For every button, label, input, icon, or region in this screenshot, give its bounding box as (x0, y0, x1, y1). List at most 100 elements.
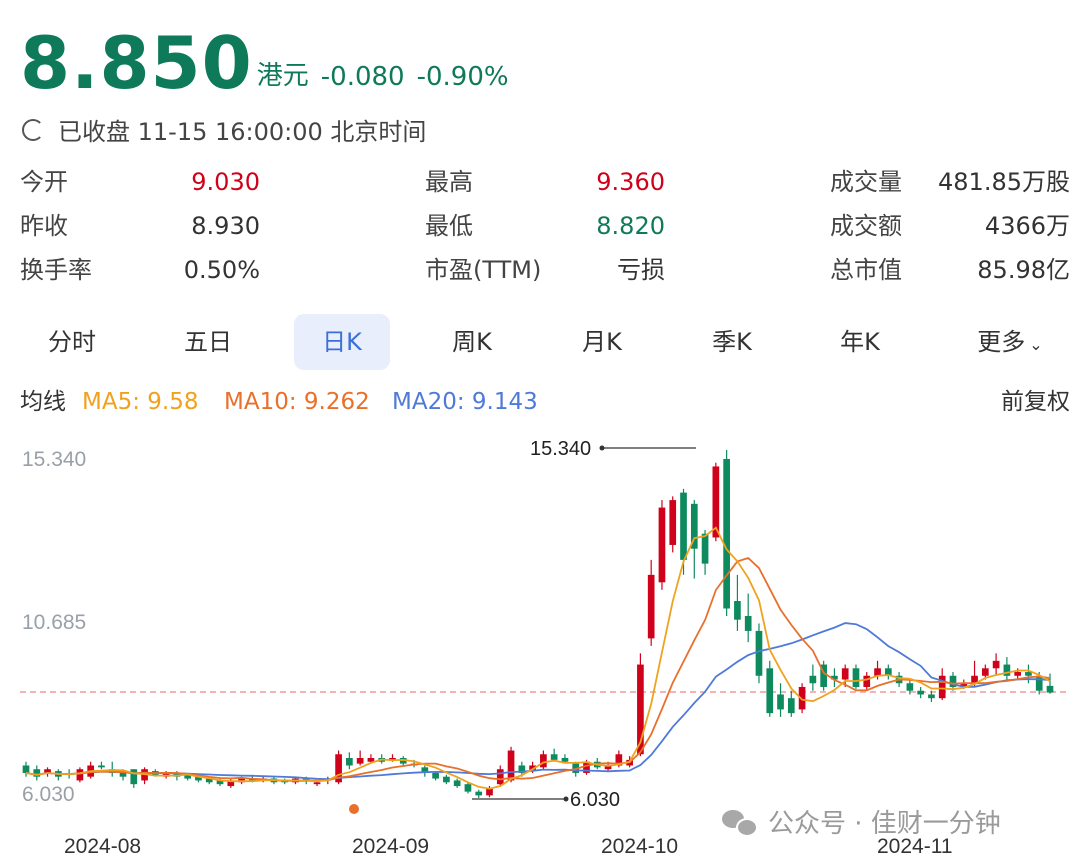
candle-body[interactable] (928, 694, 935, 699)
ma-lines (25, 526, 1051, 790)
candle-body[interactable] (658, 507, 666, 583)
refresh-icon[interactable] (22, 118, 44, 141)
candle-body[interactable] (787, 698, 795, 714)
candle-body[interactable] (690, 503, 698, 549)
tab-monthly-k[interactable]: 月K (582, 328, 622, 356)
price-change-pct: -0.90% (416, 62, 509, 92)
candle-body[interactable] (486, 787, 493, 796)
candle-body[interactable] (119, 772, 127, 777)
candle-body[interactable] (1046, 685, 1054, 693)
candle-body[interactable] (798, 686, 806, 710)
candle-body[interactable] (518, 765, 526, 773)
candle-body[interactable] (346, 758, 353, 766)
candle-body[interactable] (723, 458, 730, 609)
adjust-mode[interactable]: 前复权 (1001, 389, 1070, 415)
candle-body[interactable] (421, 767, 429, 773)
candle-body[interactable] (302, 778, 310, 781)
candle-body[interactable] (874, 668, 881, 676)
candle-body[interactable] (216, 780, 224, 785)
max-label: 15.340 (530, 438, 591, 460)
candle-body[interactable] (831, 675, 838, 680)
candle-body[interactable] (475, 791, 483, 796)
candle-body[interactable] (680, 492, 687, 560)
candle-body[interactable] (766, 668, 774, 714)
candle-body[interactable] (195, 776, 202, 781)
candle-body[interactable] (453, 780, 461, 787)
candle-body[interactable] (443, 776, 450, 783)
tab-more-label: 更多 (977, 328, 1026, 356)
candle-body[interactable] (1003, 664, 1011, 676)
tab-weekly-k[interactable]: 周K (452, 328, 492, 356)
ma-legend: 均线 MA5: 9.58 MA10: 9.262 MA20: 9.143 前复权 (20, 384, 1070, 420)
candle-body[interactable] (949, 675, 957, 687)
candle-body[interactable] (884, 668, 892, 676)
candle-body[interactable] (820, 664, 827, 687)
candle-body[interactable] (701, 533, 709, 564)
candle-body[interactable] (44, 769, 51, 773)
candle-body[interactable] (367, 758, 375, 762)
candle-body[interactable] (615, 754, 623, 766)
tab-more[interactable]: 更多 ⌄ (960, 314, 1060, 370)
kline-chart[interactable]: 15.340 10.685 6.030 15.340 6.030 2024-08… (0, 420, 1080, 863)
tab-intraday[interactable]: 分时 (48, 328, 96, 356)
tab-daily-k[interactable]: 日K (294, 314, 390, 370)
candle-body[interactable] (981, 668, 989, 676)
candle-body[interactable] (1025, 672, 1032, 676)
y-tick-high: 15.340 (22, 448, 86, 471)
high-value: 9.360 (596, 168, 665, 196)
event-marker[interactable] (349, 804, 359, 814)
candle-body[interactable] (809, 675, 817, 684)
candle-body[interactable] (1014, 672, 1022, 676)
pe-label: 市盈(TTM) (425, 256, 542, 284)
candle-body[interactable] (669, 500, 677, 545)
candle-body[interactable] (22, 765, 30, 773)
volume-label: 成交量 (830, 168, 902, 196)
candle-body[interactable] (960, 683, 968, 687)
candle-body[interactable] (507, 750, 515, 781)
candle-body[interactable] (971, 675, 978, 684)
ma5-line (25, 526, 1051, 790)
candle-body[interactable] (992, 660, 1000, 669)
candle-body[interactable] (777, 694, 784, 710)
candle-body[interactable] (1035, 675, 1043, 691)
candle-body[interactable] (906, 683, 914, 691)
candle-body[interactable] (496, 769, 504, 785)
candle-body[interactable] (852, 668, 860, 687)
candle-body[interactable] (227, 780, 235, 787)
tab-quarterly-k[interactable]: 季K (712, 328, 752, 356)
candle-body[interactable] (604, 765, 612, 770)
candle-body[interactable] (550, 754, 558, 760)
candle-body[interactable] (76, 769, 84, 781)
candle-body[interactable] (389, 758, 396, 760)
candle-body[interactable] (33, 769, 41, 777)
candle-body[interactable] (399, 758, 407, 764)
candle-body[interactable] (712, 466, 720, 538)
candle-body[interactable] (130, 769, 138, 785)
candle-body[interactable] (734, 601, 741, 620)
min-label: 6.030 (570, 789, 620, 811)
candle-body[interactable] (184, 774, 192, 779)
candle-body[interactable] (841, 668, 849, 680)
candle-body[interactable] (637, 664, 644, 755)
candle-body[interactable] (917, 690, 924, 695)
candle-body[interactable] (561, 758, 569, 762)
candle-body[interactable] (98, 765, 105, 768)
quote-header: 8.850 港元 -0.080 -0.90% (20, 22, 509, 104)
candle-body[interactable] (755, 630, 763, 676)
x-tick-nov: 2024-11 (877, 835, 953, 858)
candle-body[interactable] (583, 761, 590, 773)
candle-body[interactable] (464, 784, 472, 792)
candle-body[interactable] (335, 754, 342, 783)
candle-body[interactable] (432, 772, 439, 779)
candle-body[interactable] (205, 778, 213, 783)
candle-body[interactable] (313, 782, 321, 785)
tab-five-day[interactable]: 五日 (184, 328, 232, 356)
candle-body[interactable] (647, 574, 655, 639)
candle-body[interactable] (938, 675, 946, 699)
tab-yearly-k[interactable]: 年K (840, 328, 880, 356)
candle-body[interactable] (863, 675, 871, 687)
candle-body[interactable] (356, 758, 364, 764)
candle-body[interactable] (540, 754, 547, 768)
min-marker (563, 796, 569, 802)
candle-body[interactable] (744, 615, 752, 631)
